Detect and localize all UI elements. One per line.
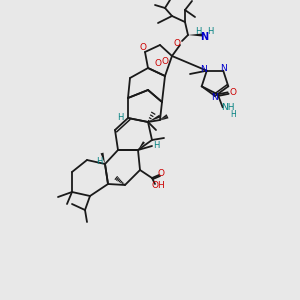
Text: O: O bbox=[173, 38, 181, 47]
Text: O: O bbox=[140, 44, 146, 52]
Text: OH: OH bbox=[151, 182, 165, 190]
Text: N: N bbox=[200, 32, 208, 42]
Polygon shape bbox=[138, 141, 145, 150]
Text: H: H bbox=[117, 113, 123, 122]
Polygon shape bbox=[100, 153, 105, 164]
Text: O: O bbox=[229, 88, 236, 97]
Text: N: N bbox=[211, 94, 218, 103]
Text: H: H bbox=[195, 26, 201, 35]
Polygon shape bbox=[148, 115, 161, 122]
Text: O: O bbox=[154, 59, 161, 68]
Text: NH: NH bbox=[221, 103, 234, 112]
Text: H: H bbox=[207, 26, 213, 35]
Text: N: N bbox=[220, 64, 226, 73]
Text: O: O bbox=[158, 169, 164, 178]
Text: O: O bbox=[161, 56, 169, 65]
Text: H: H bbox=[230, 110, 236, 119]
Text: H: H bbox=[153, 140, 159, 149]
Text: H: H bbox=[96, 157, 102, 166]
Text: N: N bbox=[200, 65, 207, 74]
Polygon shape bbox=[188, 34, 202, 37]
